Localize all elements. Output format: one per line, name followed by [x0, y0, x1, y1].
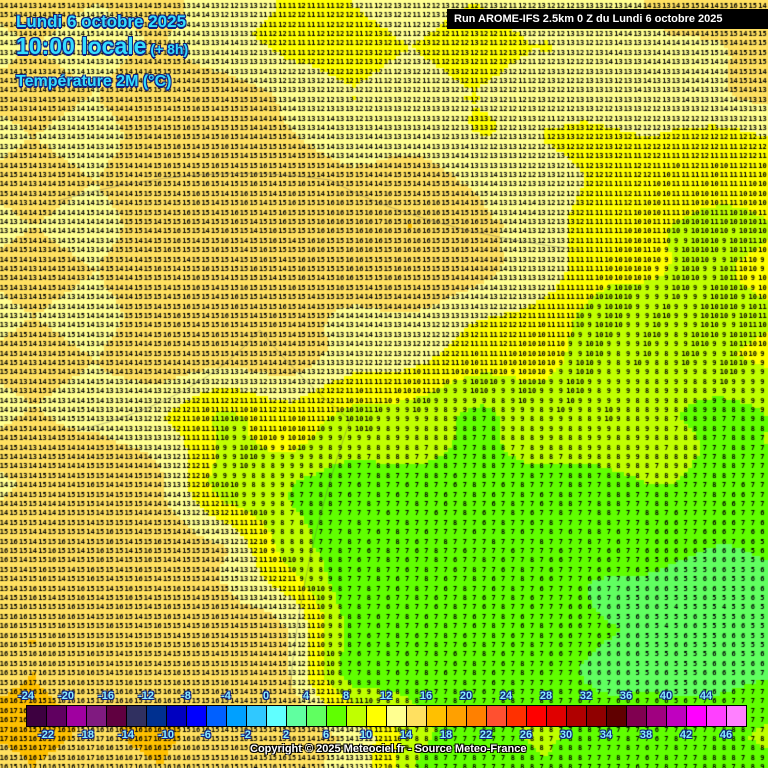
- color-swatch: [107, 706, 127, 726]
- color-swatch: [27, 706, 47, 726]
- color-swatch: [687, 706, 707, 726]
- color-scale-label: -12: [138, 690, 154, 702]
- color-swatch: [267, 706, 287, 726]
- color-swatch: [407, 706, 427, 726]
- color-swatch: [47, 706, 67, 726]
- color-scale-label: 2: [282, 729, 290, 741]
- color-scale-label: 38: [639, 729, 653, 741]
- color-swatch: [187, 706, 207, 726]
- color-scale-label: 36: [619, 690, 633, 702]
- color-scale-label: 46: [719, 729, 733, 741]
- color-swatch: [227, 706, 247, 726]
- color-swatch: [447, 706, 467, 726]
- color-scale-label: 10: [359, 729, 373, 741]
- color-swatch: [367, 706, 387, 726]
- run-info: Run AROME-IFS 2.5km 0 Z du Lundi 6 octob…: [447, 9, 768, 29]
- color-scale-label: 34: [599, 729, 613, 741]
- color-scale-label: -10: [158, 729, 174, 741]
- color-swatch: [427, 706, 447, 726]
- color-scale-label: 32: [579, 690, 593, 702]
- color-swatch: [527, 706, 547, 726]
- color-scale-label: -14: [118, 729, 134, 741]
- color-swatch: [387, 706, 407, 726]
- color-scale-label: 26: [519, 729, 533, 741]
- color-swatch: [127, 706, 147, 726]
- color-scale-label: 40: [659, 690, 673, 702]
- color-swatch: [327, 706, 347, 726]
- color-scale-label: -20: [58, 690, 74, 702]
- color-swatch: [707, 706, 727, 726]
- color-swatch: [587, 706, 607, 726]
- color-scale-label: 42: [679, 729, 693, 741]
- color-swatch: [167, 706, 187, 726]
- color-scale-label: 14: [399, 729, 413, 741]
- color-swatch: [647, 706, 667, 726]
- color-scale-label: 16: [419, 690, 433, 702]
- color-swatch: [487, 706, 507, 726]
- parameter-title: Température 2M (°C): [16, 73, 172, 90]
- forecast-date: Lundi 6 octobre 2025: [16, 12, 187, 31]
- copyright: Copyright © 2025 Meteociel.fr - Source M…: [250, 743, 527, 755]
- color-scale-label: 18: [439, 729, 453, 741]
- color-scale-label: 28: [539, 690, 553, 702]
- color-scale: [26, 705, 747, 727]
- color-swatch: [207, 706, 227, 726]
- color-scale-label: 44: [699, 690, 713, 702]
- color-swatch: [567, 706, 587, 726]
- color-scale-label: 22: [479, 729, 493, 741]
- color-swatch: [467, 706, 487, 726]
- lead-time: (+ 8h): [150, 41, 189, 57]
- color-scale-label: -22: [38, 729, 54, 741]
- color-scale-label: -18: [78, 729, 94, 741]
- color-swatch: [667, 706, 687, 726]
- color-scale-label: 30: [559, 729, 573, 741]
- color-scale-label: -4: [221, 690, 231, 702]
- color-scale-label: 24: [499, 690, 513, 702]
- color-scale-label: -8: [181, 690, 191, 702]
- color-scale-label: -24: [18, 690, 34, 702]
- color-scale-label: -2: [241, 729, 251, 741]
- local-time: 10:00 locale: [16, 33, 147, 59]
- color-swatch: [627, 706, 647, 726]
- color-scale-label: 8: [342, 690, 350, 702]
- color-scale-label: 20: [459, 690, 473, 702]
- color-scale-label: -6: [201, 729, 211, 741]
- color-scale-label: 12: [379, 690, 393, 702]
- color-swatch: [727, 706, 746, 726]
- color-swatch: [87, 706, 107, 726]
- color-swatch: [507, 706, 527, 726]
- color-swatch: [67, 706, 87, 726]
- color-scale-label: 6: [322, 729, 330, 741]
- color-scale-label: 4: [302, 690, 310, 702]
- color-scale-label: -16: [98, 690, 114, 702]
- color-scale-label: 0: [262, 690, 270, 702]
- color-swatch: [247, 706, 267, 726]
- color-swatch: [607, 706, 627, 726]
- forecast-time: 10:00 locale (+ 8h): [16, 33, 188, 60]
- color-swatch: [287, 706, 307, 726]
- color-swatch: [147, 706, 167, 726]
- color-swatch: [547, 706, 567, 726]
- color-swatch: [347, 706, 367, 726]
- color-swatch: [307, 706, 327, 726]
